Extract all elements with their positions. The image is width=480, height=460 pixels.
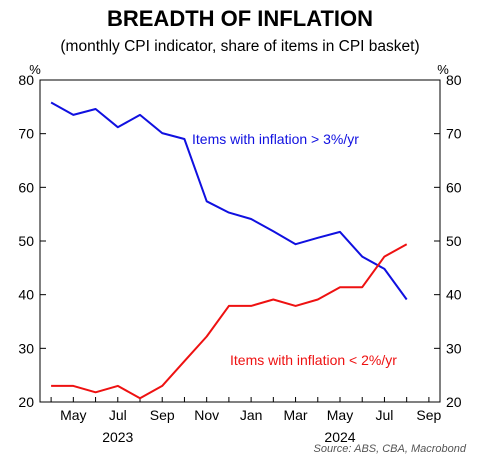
y-tick-label-right: 20 <box>446 394 462 410</box>
y-tick-label-right: 40 <box>446 287 462 303</box>
y-tick-label-left: 70 <box>18 126 34 142</box>
y-tick-label-left: 20 <box>18 394 34 410</box>
x-tick-label: Jul <box>109 407 127 423</box>
x-tick-label: Jul <box>375 407 393 423</box>
chart-subtitle: (monthly CPI indicator, share of items i… <box>60 38 420 55</box>
annotation-below-2pct: Items with inflation < 2%/yr <box>230 352 397 368</box>
y-tick-label-left: 40 <box>18 287 34 303</box>
y-tick-label-left: 60 <box>18 179 34 195</box>
y-tick-label-left: 80 <box>18 72 34 88</box>
x-tick-label: May <box>60 407 86 423</box>
series-line-above-3pct <box>50 101 408 301</box>
y-unit-left: % <box>29 62 41 77</box>
series-line-below-2pct <box>51 243 408 400</box>
x-year-label: 2023 <box>102 429 133 445</box>
y-tick-label-right: 30 <box>446 340 462 356</box>
y-tick-label-right: 80 <box>446 72 462 88</box>
y-tick-label-right: 70 <box>446 126 462 142</box>
x-tick-label: Sep <box>416 407 441 423</box>
x-tick-label: May <box>327 407 353 423</box>
x-tick-label: Nov <box>194 407 219 423</box>
y-tick-label-left: 30 <box>18 340 34 356</box>
chart-title: BREADTH OF INFLATION <box>106 6 373 31</box>
x-year-label: 2024 <box>324 429 355 445</box>
y-tick-label-right: 60 <box>446 179 462 195</box>
source-note: Source: ABS, CBA, Macrobond <box>314 443 467 455</box>
annotation-above-3pct: Items with inflation > 3%/yr <box>192 131 359 147</box>
y-unit-right: % <box>437 62 449 77</box>
x-tick-label: Mar <box>283 407 307 423</box>
y-tick-label-right: 50 <box>446 233 462 249</box>
x-tick-label: Jan <box>240 407 263 423</box>
x-tick-label: Sep <box>150 407 175 423</box>
y-tick-label-left: 50 <box>18 233 34 249</box>
